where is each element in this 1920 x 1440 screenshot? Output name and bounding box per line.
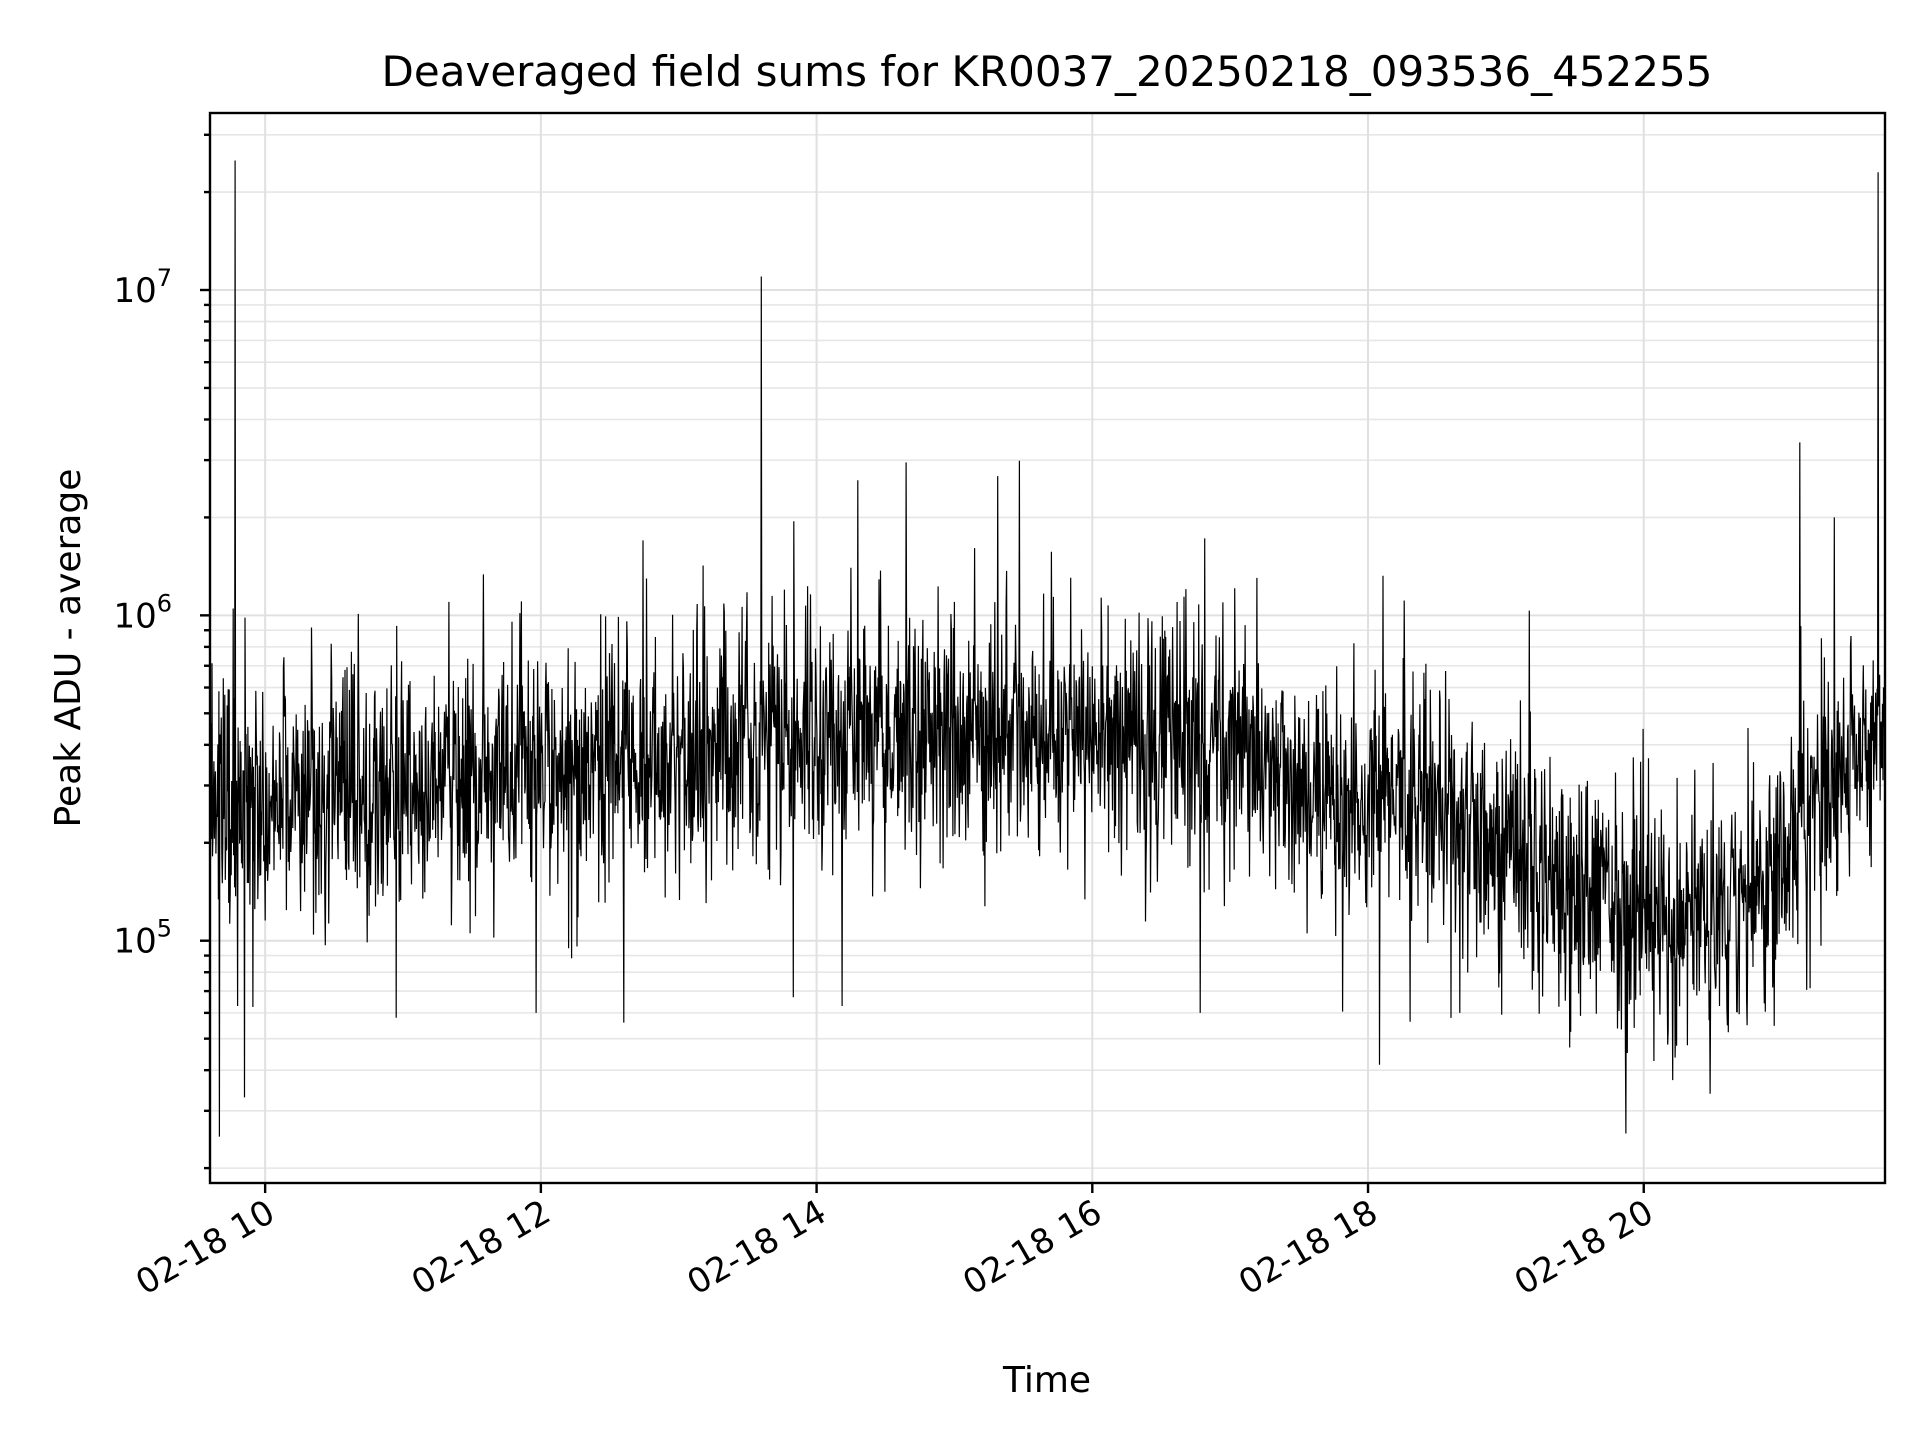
grid — [210, 113, 1885, 1183]
series-layer — [209, 160, 1886, 1137]
x-axis-label: Time — [1002, 1360, 1091, 1401]
y-tick-label: 105 — [113, 915, 172, 962]
series-line — [209, 160, 1886, 1137]
y-axis: 105 106 107 — [113, 133, 210, 1170]
y-axis-label: Peak ADU - average — [48, 469, 89, 828]
y-tick-label: 106 — [113, 589, 172, 636]
chart-title: Deaveraged field sums for KR0037_2025021… — [382, 47, 1713, 96]
y-tick-label: 107 — [113, 264, 172, 311]
